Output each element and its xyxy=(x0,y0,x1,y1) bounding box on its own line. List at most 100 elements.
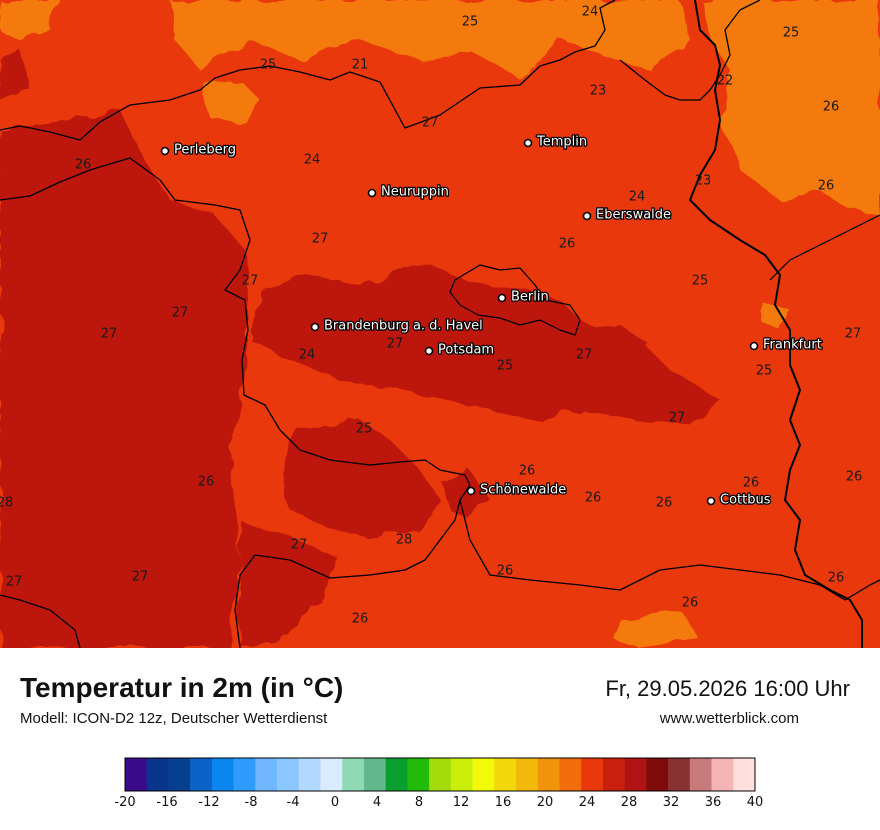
legend-tick-label: 24 xyxy=(579,795,596,810)
temp-zone-21 xyxy=(0,0,880,648)
temperature-value: 26 xyxy=(352,612,369,627)
city-label: Perleberg xyxy=(174,143,236,158)
legend-swatch xyxy=(581,758,604,791)
state-border-east-small xyxy=(769,214,880,281)
city-dot-icon xyxy=(749,341,759,351)
legend-tick-label: 4 xyxy=(373,795,381,810)
legend-swatch xyxy=(668,758,691,791)
temperature-value: 27 xyxy=(101,327,118,342)
city-dot-icon xyxy=(497,293,507,303)
temperature-value: 27 xyxy=(291,538,308,553)
temperature-value: 25 xyxy=(497,359,514,374)
footer: Temperatur in 2m (in °C) Modell: ICON-D2… xyxy=(0,648,880,830)
legend-swatch xyxy=(255,758,278,791)
temperature-value: 23 xyxy=(695,174,712,189)
temp-zone-27 xyxy=(0,50,720,648)
temperature-value: 24 xyxy=(582,5,599,20)
temperature-value: 28 xyxy=(0,496,13,511)
legend-swatch xyxy=(211,758,234,791)
legend-tick-label: 32 xyxy=(663,795,680,810)
city-marker: Schönewalde xyxy=(466,481,568,499)
legend-swatch xyxy=(646,758,669,791)
legend-swatch xyxy=(363,758,386,791)
temperature-value: 22 xyxy=(717,74,734,89)
temperature-value: 23 xyxy=(590,84,607,99)
legend-tick-label: -8 xyxy=(245,795,258,810)
temperature-value: 26 xyxy=(818,179,835,194)
temperature-value: 25 xyxy=(756,364,773,379)
legend-swatch xyxy=(190,758,213,791)
temperature-value: 24 xyxy=(629,190,646,205)
city-dot-icon xyxy=(706,496,716,506)
temperature-value: 27 xyxy=(422,116,439,131)
temperature-value: 27 xyxy=(6,575,23,590)
temperature-value: 26 xyxy=(828,571,845,586)
legend-swatch xyxy=(429,758,452,791)
city-marker: Eberswalde xyxy=(582,206,672,224)
state-border-south xyxy=(459,499,880,601)
city-marker: Neuruppin xyxy=(367,183,450,201)
website-link[interactable]: www.wetterblick.com xyxy=(659,710,799,727)
temperature-value: 25 xyxy=(260,58,277,73)
forecast-datetime: Fr, 29.05.2026 16:00 Uhr xyxy=(605,676,850,701)
state-border-south-west xyxy=(0,594,81,648)
city-dot-icon xyxy=(424,346,434,356)
temperature-value: 26 xyxy=(198,475,215,490)
city-dot-icon xyxy=(466,486,476,496)
city-dot-icon xyxy=(582,211,592,221)
temperature-value: 26 xyxy=(519,464,536,479)
temperature-value: 26 xyxy=(75,158,92,173)
legend-swatch xyxy=(450,758,473,791)
temperature-value: 27 xyxy=(172,306,189,321)
region-borders xyxy=(0,0,880,648)
legend-swatch xyxy=(516,758,539,791)
temperature-value: 26 xyxy=(823,100,840,115)
temperature-value: 25 xyxy=(462,15,479,30)
berlin-border xyxy=(449,264,581,336)
legend-frame xyxy=(124,757,756,792)
legend-tick-label: 12 xyxy=(453,795,470,810)
legend-tick-label: -4 xyxy=(287,795,300,810)
national-border-poland xyxy=(689,0,863,648)
legend-tick-label: 36 xyxy=(705,795,722,810)
legend-tick-label: 0 xyxy=(331,795,339,810)
temperature-value: 25 xyxy=(783,26,800,41)
legend-swatch xyxy=(537,758,560,791)
city-dot-icon xyxy=(160,146,170,156)
city-label: Cottbus xyxy=(720,493,771,508)
legend-swatch xyxy=(711,758,734,791)
temperature-value: 26 xyxy=(559,237,576,252)
temperature-map: 25 24 25 21 25 23 22 26 27 26 24 24 23 26 27 26 27 25 27 27… xyxy=(0,0,880,648)
temperature-value: 21 xyxy=(352,58,369,73)
temperature-value: 25 xyxy=(692,274,709,289)
map-title: Temperatur in 2m (in °C) xyxy=(20,672,344,703)
legend-tick-label: 20 xyxy=(537,795,554,810)
state-border-west xyxy=(0,157,471,648)
temperature-value: 26 xyxy=(846,470,863,485)
legend-swatch xyxy=(472,758,495,791)
legend-swatch xyxy=(494,758,517,791)
cities: Perleberg Templin Neuruppin Eberswalde Berli… xyxy=(160,133,823,509)
city-label: Templin xyxy=(536,135,587,150)
city-marker: Frankfurt xyxy=(749,336,823,354)
city-dot-icon xyxy=(367,188,377,198)
temperature-value: 26 xyxy=(682,596,699,611)
temperature-value: 27 xyxy=(242,274,259,289)
city-dot-icon xyxy=(310,322,320,332)
city-label: Eberswalde xyxy=(596,208,671,223)
temperature-value: 27 xyxy=(312,232,329,247)
legend-tick-label: 8 xyxy=(415,795,423,810)
legend-swatch xyxy=(298,758,321,791)
legend-swatch xyxy=(559,758,582,791)
legend-swatch xyxy=(277,758,300,791)
legend-swatch xyxy=(125,758,148,791)
legend-swatch xyxy=(624,758,647,791)
temperature-value: 26 xyxy=(585,491,602,506)
city-marker: Templin xyxy=(523,133,588,151)
legend-swatch xyxy=(733,758,756,791)
legend-swatch xyxy=(146,758,169,791)
legend-tick-label: 40 xyxy=(747,795,764,810)
legend-swatch xyxy=(342,758,365,791)
city-label: Schönewalde xyxy=(480,483,566,498)
temperature-value: 27 xyxy=(576,348,593,363)
